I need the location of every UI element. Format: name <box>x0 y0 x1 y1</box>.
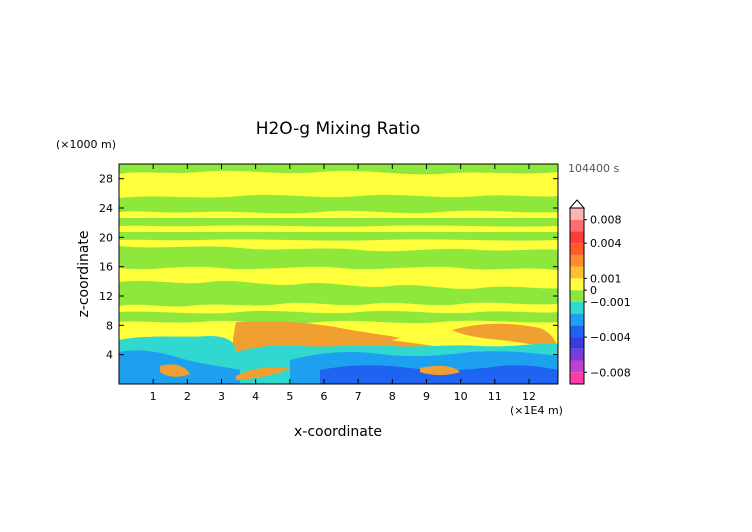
plot-frame <box>118 163 559 385</box>
colorbar-tick-label: −0.001 <box>590 296 631 309</box>
x-tick-label: 4 <box>252 390 259 403</box>
colorbar-segment <box>570 360 584 373</box>
y-tick-label: 24 <box>99 202 113 215</box>
colorbar-tick-label: 0 <box>590 284 597 297</box>
x-tick-label: 3 <box>218 390 225 403</box>
y-unit-label: (×1000 m) <box>56 138 116 151</box>
lower-moist-layer <box>119 336 558 384</box>
colorbar-segment <box>570 301 584 314</box>
x-unit-label: (×1E4 m) <box>510 404 563 417</box>
colorbar-segment <box>570 254 584 267</box>
colorbar-segment <box>570 208 584 220</box>
x-tick-label: 10 <box>454 390 468 403</box>
time-label: 104400 s <box>568 162 619 175</box>
y-tick-label: 12 <box>99 290 113 303</box>
x-tick-label: 8 <box>389 390 396 403</box>
colorbar-segment <box>570 278 584 291</box>
colorbar-tick-label: 0.001 <box>590 272 622 285</box>
y-tick-label: 28 <box>99 173 113 186</box>
band-17k <box>119 246 558 270</box>
upper-green-bands <box>119 164 558 324</box>
orange-surface-left <box>160 364 190 377</box>
colorbar-tick-label: −0.004 <box>590 331 631 344</box>
x-tick-label: 2 <box>184 390 191 403</box>
colorbar-segment <box>570 348 584 361</box>
x-tick-label: 6 <box>320 390 327 403</box>
band-20k <box>119 232 558 241</box>
plot-area <box>118 163 559 385</box>
x-tick-label: 11 <box>488 390 502 403</box>
colorbar-segment <box>570 337 584 349</box>
x-tick-label: 12 <box>522 390 536 403</box>
band-22k <box>119 218 558 227</box>
orange-surface-mid <box>236 367 290 380</box>
band-9k <box>119 310 558 324</box>
colorbar-tick-label: 0.008 <box>590 214 622 227</box>
chart-title: H2O-g Mixing Ratio <box>256 119 421 139</box>
orange-right <box>452 323 558 348</box>
x-tick-label: 5 <box>286 390 293 403</box>
y-tick-label: 16 <box>99 261 113 274</box>
colorbar-segment <box>570 231 584 244</box>
x-tick-label: 7 <box>355 390 362 403</box>
colorbar-segment <box>570 266 584 279</box>
y-tick-label: 4 <box>106 349 113 362</box>
orange-surface-right <box>420 365 460 375</box>
band-24k <box>119 194 558 214</box>
y-tick-label: 8 <box>106 319 113 332</box>
x-axis: 1 2 3 4 5 6 7 8 9 10 11 12 <box>150 164 536 403</box>
colorbar-top-arrow <box>568 199 586 209</box>
colorbar-segment <box>570 313 584 326</box>
y-axis-label: z-coordinate <box>76 230 92 317</box>
y-axis: 4 8 12 16 20 24 28 <box>99 173 558 362</box>
x-tick-label: 1 <box>150 390 157 403</box>
colorbar-segment <box>570 243 584 255</box>
colorbar-tick-label: −0.008 <box>590 366 631 379</box>
colorbar-segment <box>570 372 584 384</box>
colorbar-segment <box>570 325 584 338</box>
x-axis-label: x-coordinate <box>294 424 382 440</box>
x-tick-label: 9 <box>423 390 430 403</box>
colorbar-segment <box>570 219 584 232</box>
band-12k <box>119 280 558 307</box>
colorbar-frame <box>569 207 585 385</box>
y-tick-label: 20 <box>99 231 113 244</box>
colorbar-tick-label: 0.004 <box>590 237 622 250</box>
band-top <box>119 164 558 175</box>
colorbar-segment <box>570 290 584 302</box>
